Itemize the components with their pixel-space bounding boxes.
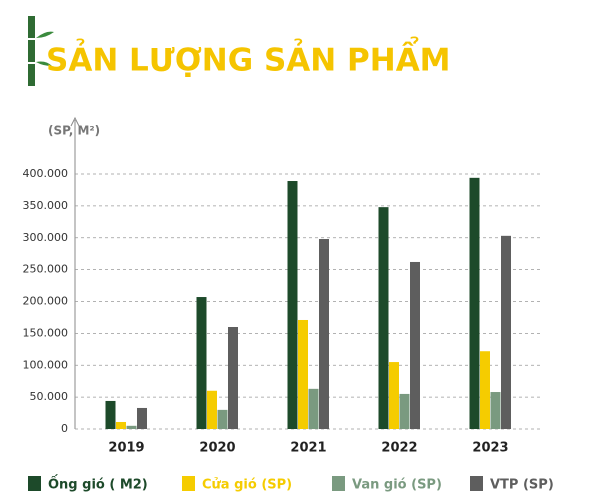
bar <box>217 409 228 429</box>
bar <box>501 235 511 429</box>
legend-label: Ống gió ( M2) <box>48 475 148 493</box>
legend-label: Cửa gió (SP) <box>202 478 292 493</box>
bar <box>126 425 137 429</box>
bar <box>319 239 329 429</box>
y-tick-label: 400.000 <box>23 167 69 180</box>
y-axis-arrow <box>70 116 80 127</box>
y-tick-label: 0 <box>61 422 68 435</box>
x-tick-label: 2023 <box>472 441 508 456</box>
bar <box>389 362 399 429</box>
legend-label: Van gió (SP) <box>352 478 442 493</box>
x-tick-label: 2021 <box>290 441 326 456</box>
y-tick-label: 250.000 <box>23 263 69 276</box>
x-tick-label: 2022 <box>381 441 417 456</box>
bar <box>480 351 490 429</box>
bar <box>105 400 116 429</box>
legend-swatch <box>332 476 345 491</box>
bar <box>137 407 147 429</box>
bar <box>469 177 480 429</box>
y-tick-label: 50.000 <box>30 390 69 403</box>
bar <box>228 327 238 429</box>
x-tick-label: 2020 <box>199 441 235 456</box>
x-tick-label: 2019 <box>108 441 144 456</box>
bar <box>308 388 319 429</box>
bar <box>490 392 501 429</box>
bar <box>378 207 389 429</box>
bar <box>399 393 410 429</box>
bar <box>298 319 308 429</box>
bar <box>410 261 420 429</box>
bamboo-icon <box>27 16 54 86</box>
legend-swatch <box>28 476 41 491</box>
y-tick-label: 150.000 <box>23 326 69 339</box>
y-tick-label: 100.000 <box>23 358 69 371</box>
y-tick-label: 350.000 <box>23 199 69 212</box>
y-tick-label: 200.000 <box>23 295 69 308</box>
bar <box>196 297 207 429</box>
y-tick-label: 300.000 <box>23 231 69 244</box>
bar <box>287 181 298 429</box>
legend-swatch <box>182 476 195 491</box>
legend-label: VTP (SP) <box>490 478 554 493</box>
y-axis-label: (SP, M²) <box>48 124 100 138</box>
legend-swatch <box>470 476 483 491</box>
chart-title: SẢN LƯỢNG SẢN PHẨM <box>46 38 451 79</box>
bar <box>207 390 217 429</box>
bar <box>116 421 126 429</box>
